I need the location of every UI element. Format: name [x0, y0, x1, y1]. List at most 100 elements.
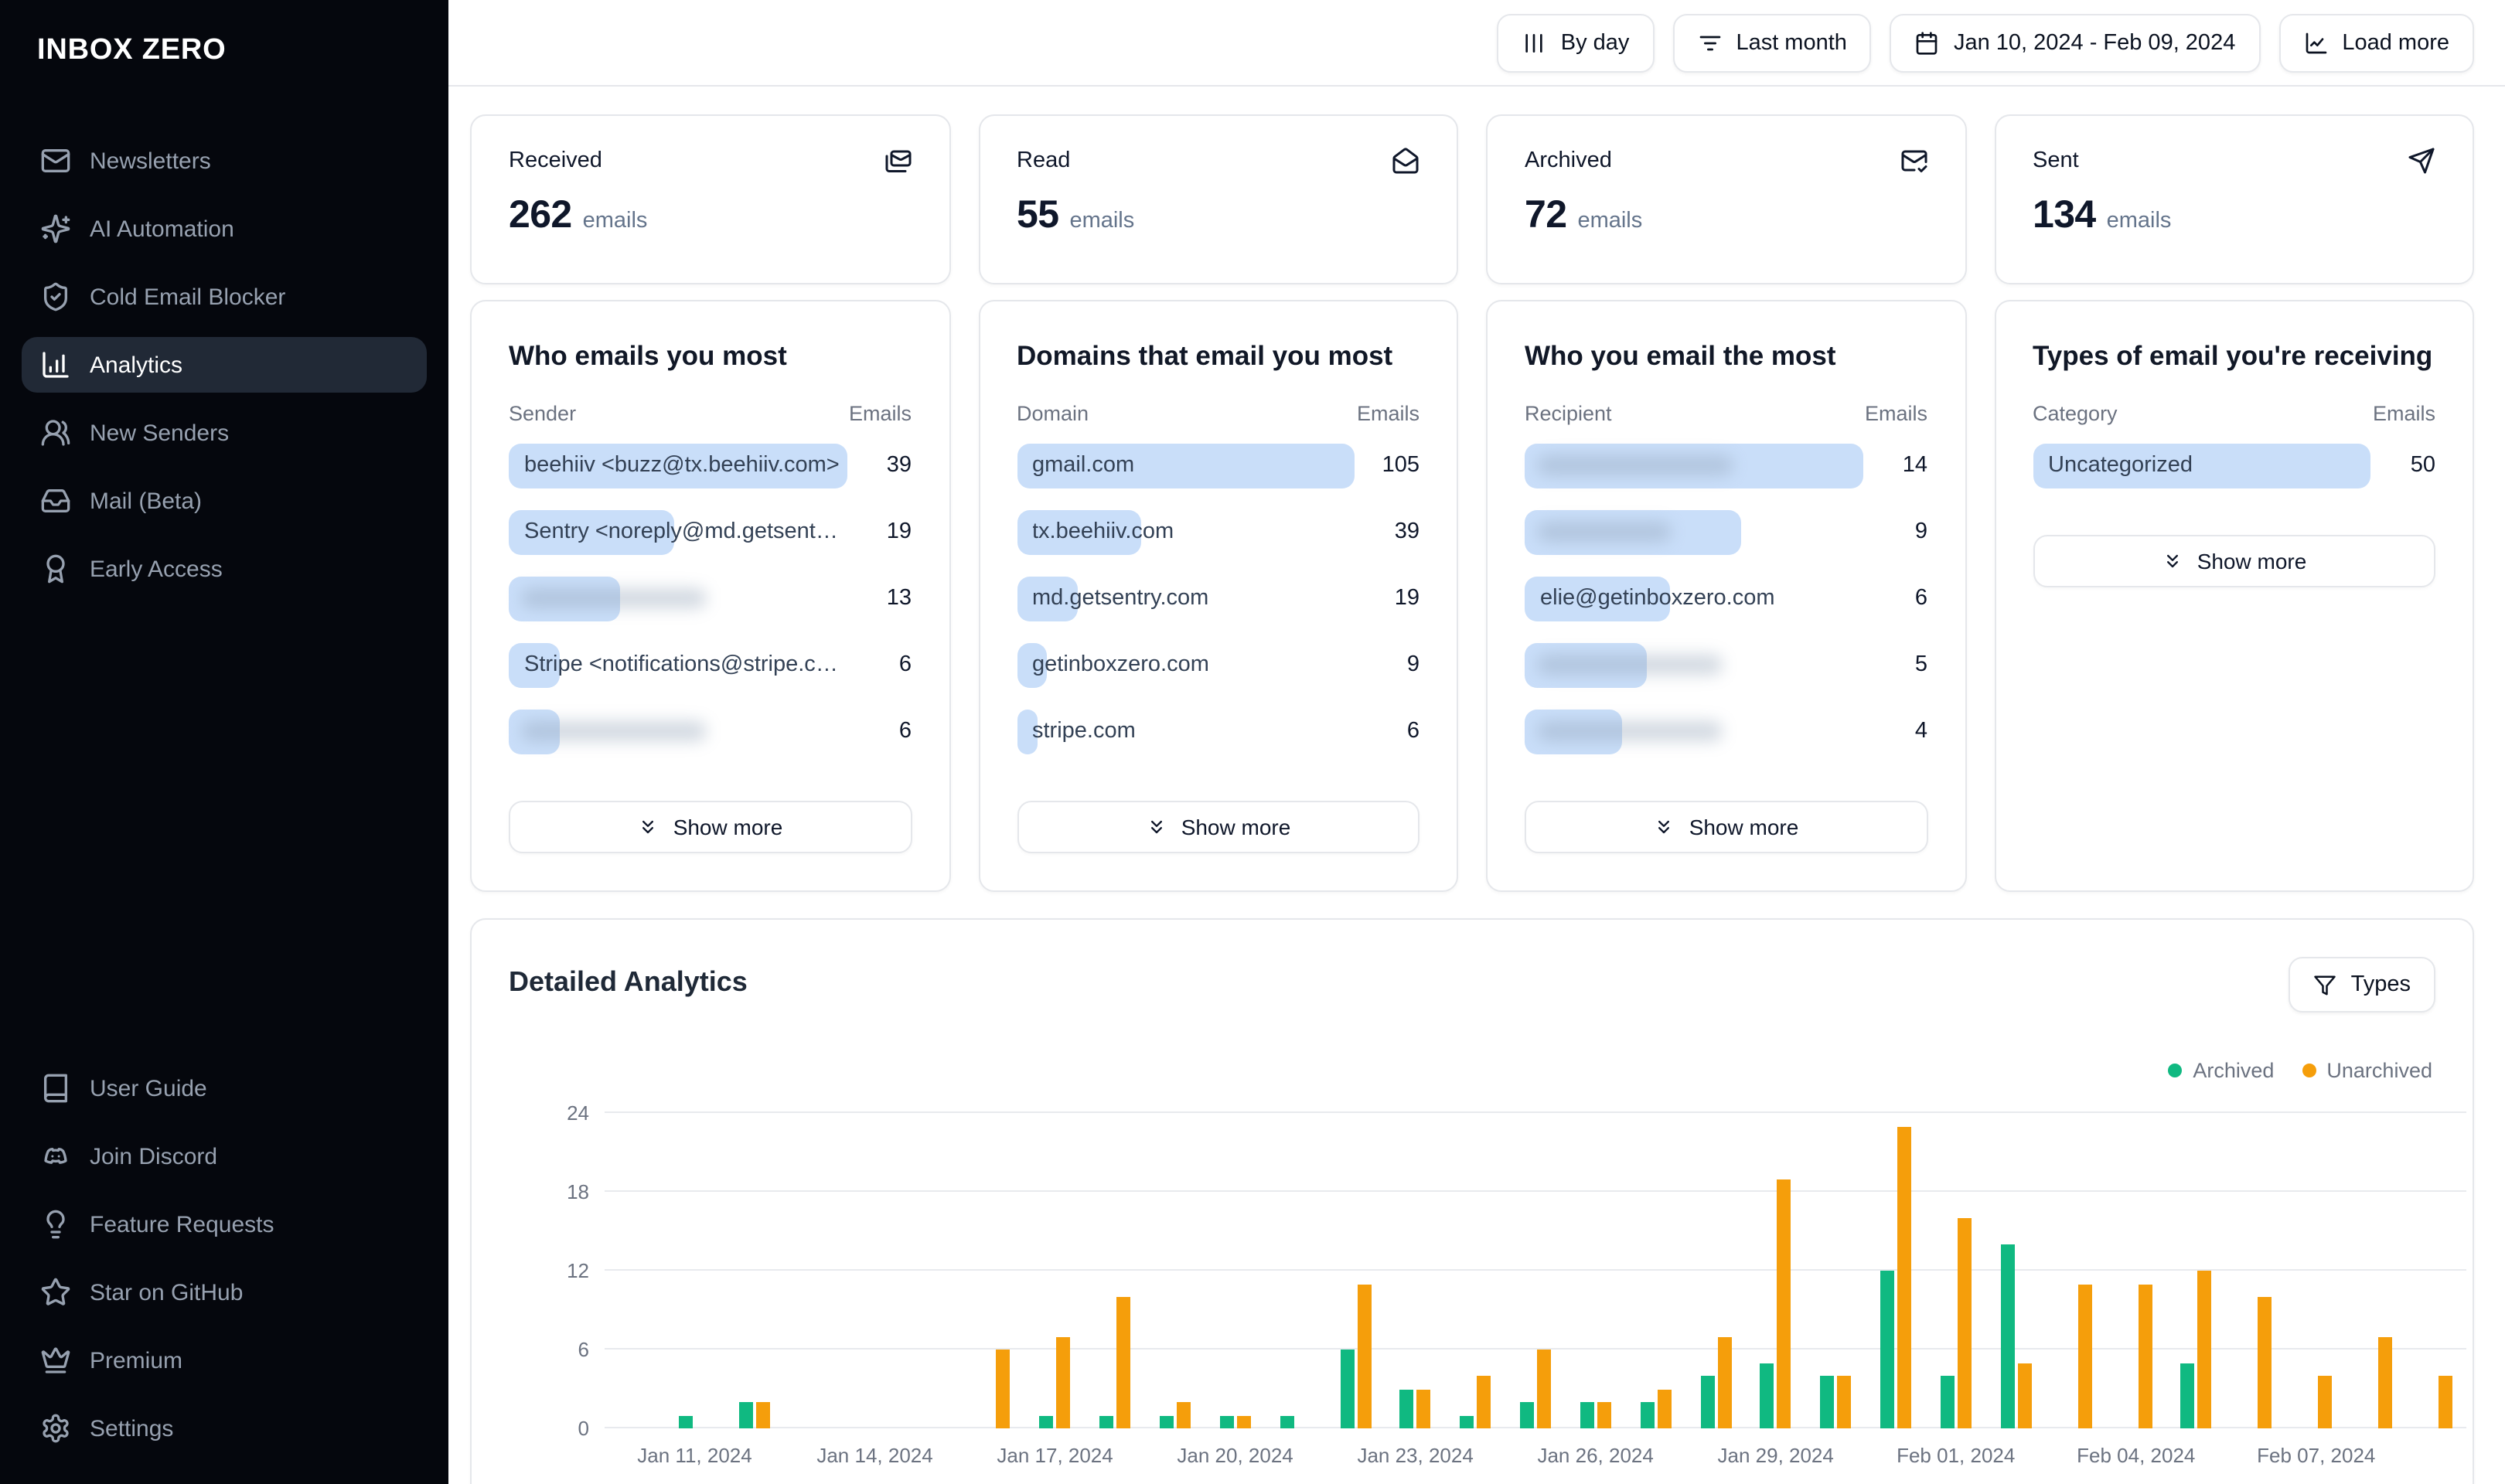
column-headers: Sender Emails [509, 402, 912, 425]
archived-bar [1880, 1271, 1895, 1428]
sidebar-item-mail-beta[interactable]: Mail (Beta) [22, 473, 427, 529]
jan-10-2024-feb-09-2024-button[interactable]: Jan 10, 2024 - Feb 09, 2024 [1890, 13, 2261, 72]
stat-value-row: 262 emails [509, 193, 912, 238]
y-axis: 0 6 12 18 24 [509, 1101, 605, 1440]
item-value: 39 [1394, 519, 1420, 545]
show-more-label: Show more [2197, 548, 2307, 574]
column-headers: Recipient Emails [1525, 402, 1927, 425]
show-more-button[interactable]: Show more [1525, 801, 1927, 853]
sidebar-item-early-access[interactable]: Early Access [22, 541, 427, 597]
value-bar [509, 443, 847, 488]
bar-group [2047, 1113, 2107, 1428]
list-item: elie@getinboxzero.com 6 [1525, 576, 1927, 621]
unarchived-bar [2258, 1297, 2272, 1428]
mail-check-icon [1900, 147, 1927, 175]
bar-group [1025, 1113, 1086, 1428]
item-value: 19 [1394, 586, 1420, 611]
item-label: stripe.com [1032, 719, 1136, 744]
bar-zone [1017, 642, 1355, 688]
value-bar [1525, 709, 1623, 754]
archived-bar [1760, 1363, 1774, 1428]
button-label: Last month [1736, 30, 1847, 55]
panel-domains-that-email-you-most: Domains that email you most Domain Email… [978, 300, 1458, 892]
detailed-analytics-title: Detailed Analytics [509, 966, 748, 997]
sidebar-item-settings[interactable]: Settings [22, 1401, 427, 1456]
item-value: 50 [2410, 453, 2435, 478]
types-button-label: Types [2350, 972, 2411, 997]
sidebar-item-label: Join Discord [90, 1143, 218, 1169]
archived-bar [1099, 1415, 1114, 1428]
sidebar-item-label: Settings [90, 1415, 174, 1441]
item-value: 105 [1382, 453, 1420, 478]
sidebar-item-premium[interactable]: Premium [22, 1333, 427, 1388]
bar-group [2407, 1113, 2467, 1428]
column-headers: Category Emails [2033, 402, 2435, 425]
item-value: 6 [898, 719, 912, 744]
stat-unit: emails [1577, 209, 1643, 233]
value-bar [1525, 576, 1670, 621]
sidebar-item-ai-automation[interactable]: AI Automation [22, 201, 427, 257]
sidebar-item-cold-email-blocker[interactable]: Cold Email Blocker [22, 269, 427, 325]
column-headers: Domain Emails [1017, 402, 1420, 425]
sidebar-item-newsletters[interactable]: Newsletters [22, 133, 427, 189]
by-day-button[interactable]: By day [1497, 13, 1655, 72]
unarchived-bar [1116, 1297, 1131, 1428]
gridline [605, 1111, 2466, 1113]
value-bar [1017, 443, 1355, 488]
bar-group [845, 1113, 905, 1428]
bar-group [724, 1113, 785, 1428]
bar-group [2347, 1113, 2407, 1428]
funnel-icon [2314, 973, 2337, 996]
item-value: 9 [1914, 519, 1927, 545]
sidebar-item-label: Premium [90, 1347, 183, 1373]
show-more-button[interactable]: Show more [2033, 534, 2435, 587]
stat-value: 134 [2033, 193, 2096, 237]
archived-bar [1520, 1402, 1535, 1428]
bar-group [1325, 1113, 1385, 1428]
mail-icon [40, 145, 71, 176]
calendar-icon [1915, 30, 1940, 55]
book-icon [40, 1073, 71, 1104]
show-more-button[interactable]: Show more [1017, 801, 1420, 853]
sidebar-item-feature-requests[interactable]: Feature Requests [22, 1196, 427, 1252]
redacted-text [1537, 721, 1723, 742]
line-chart-icon [2303, 30, 2328, 55]
item-label: tx.beehiiv.com [1032, 519, 1174, 545]
item-label: md.getsentry.com [1032, 586, 1209, 611]
bar-group [1806, 1113, 1866, 1428]
redacted-text [1537, 655, 1723, 676]
chart-legend: Archived Unarchived [509, 1059, 2435, 1082]
mail-open-icon [1392, 147, 1420, 175]
sidebar-item-label: Cold Email Blocker [90, 284, 286, 310]
archived-bar [2000, 1244, 2015, 1428]
unarchived-bar [1837, 1376, 1852, 1428]
load-more-button[interactable]: Load more [2278, 13, 2474, 72]
stat-value-row: 134 emails [2033, 193, 2435, 238]
y-axis-label: 0 [578, 1417, 589, 1440]
show-more-button[interactable]: Show more [509, 801, 912, 853]
button-label: By day [1560, 30, 1630, 55]
redacted-text [521, 588, 707, 609]
bar-group [1685, 1113, 1746, 1428]
sidebar-footer-nav: User Guide Join Discord Feature Requests… [0, 1060, 448, 1484]
last-month-button[interactable]: Last month [1672, 13, 1872, 72]
sidebar-item-new-senders[interactable]: New Senders [22, 405, 427, 461]
sidebar-item-join-discord[interactable]: Join Discord [22, 1128, 427, 1184]
stat-value: 72 [1525, 193, 1567, 237]
unarchived-bar [996, 1350, 1011, 1428]
archived-bar [739, 1402, 754, 1428]
topbar: By day Last month Jan 10, 2024 - Feb 09,… [448, 0, 2505, 87]
sidebar-item-analytics[interactable]: Analytics [22, 337, 427, 393]
bar-group [785, 1113, 845, 1428]
sidebar-item-star-on-github[interactable]: Star on GitHub [22, 1264, 427, 1320]
bar-zone [509, 576, 847, 621]
sidebar-item-user-guide[interactable]: User Guide [22, 1060, 427, 1116]
list-item: md.getsentry.com 19 [1017, 576, 1420, 621]
types-filter-button[interactable]: Types [2289, 957, 2435, 1013]
bar-group [2106, 1113, 2166, 1428]
bar-zone [1525, 576, 1863, 621]
chevrons-down-icon [1654, 816, 1675, 838]
archived-bar [1820, 1376, 1835, 1428]
gridline [605, 1190, 2466, 1192]
